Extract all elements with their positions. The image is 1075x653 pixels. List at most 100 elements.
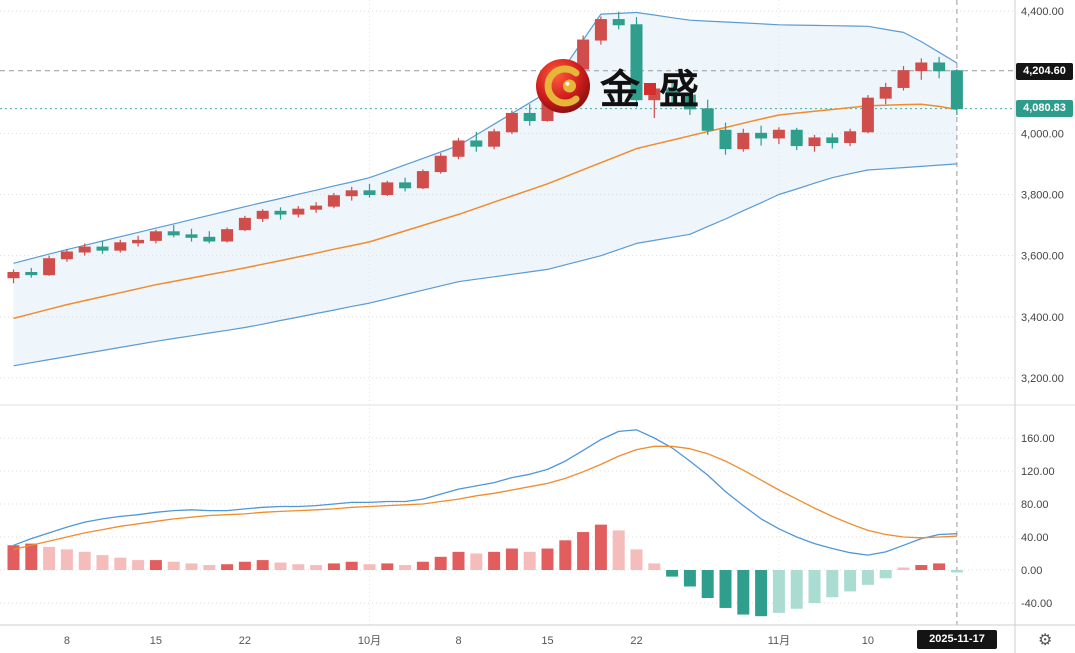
candle-body xyxy=(470,140,483,147)
bollinger-lower-line xyxy=(13,163,957,367)
brand-logo-icon xyxy=(536,59,590,113)
candle-body xyxy=(167,231,180,236)
macd-histogram-bar xyxy=(897,567,910,570)
x-axis-tick-label: 22 xyxy=(239,635,251,647)
candle-body xyxy=(434,155,447,173)
macd-histogram-bar xyxy=(844,570,857,592)
macd-histogram-bar xyxy=(488,551,501,570)
macd-histogram-bar xyxy=(416,561,429,570)
candle-body xyxy=(826,137,839,144)
price-axis-label: 4,400.00 xyxy=(1021,6,1064,18)
macd-histogram-bar xyxy=(683,570,696,587)
candle-body xyxy=(25,271,38,276)
candle-body xyxy=(701,108,714,131)
macd-axis-label: 160.00 xyxy=(1021,433,1055,445)
candle-body xyxy=(915,62,928,72)
candle-body xyxy=(737,132,750,150)
macd-histogram-bar xyxy=(221,564,234,570)
candle-body xyxy=(238,217,251,231)
candle-body xyxy=(256,210,269,219)
candle-body xyxy=(594,19,607,41)
macd-histogram-bar xyxy=(78,551,91,570)
candle-body xyxy=(861,97,874,133)
macd-histogram-bar xyxy=(808,570,821,603)
settings-gear-icon[interactable]: ⚙ xyxy=(1038,632,1053,649)
candle-body xyxy=(719,129,732,150)
macd-histogram-bar xyxy=(505,548,518,570)
candle-body xyxy=(381,182,394,195)
macd-histogram-bar xyxy=(790,570,803,609)
x-axis-tick-label: 15 xyxy=(150,635,162,647)
price-axis-label: 3,600.00 xyxy=(1021,251,1064,263)
macd-histogram-bar xyxy=(132,560,145,570)
macd-histogram-bar xyxy=(933,563,946,570)
candle-body xyxy=(7,271,20,279)
macd-histogram-bar xyxy=(630,549,643,570)
macd-histogram-bar xyxy=(203,565,216,570)
macd-histogram-bar xyxy=(879,570,892,579)
macd-histogram-bar xyxy=(399,565,412,570)
macd-axis-label: 80.00 xyxy=(1021,499,1049,511)
candle-body xyxy=(132,239,145,244)
candle-body xyxy=(60,251,73,260)
candle-body xyxy=(666,88,679,96)
x-axis-tick-label: 15 xyxy=(541,635,553,647)
candle-body xyxy=(808,137,821,147)
macd-histogram-bar xyxy=(666,570,679,577)
macd-histogram-bar xyxy=(701,570,714,599)
macd-histogram-bar xyxy=(292,564,305,570)
candle-body xyxy=(879,86,892,99)
price-badge-last: 4,080.83 xyxy=(1016,100,1073,117)
macd-histogram-bar xyxy=(114,557,127,570)
macd-histogram-bar xyxy=(523,551,536,570)
macd-histogram-bar xyxy=(772,570,785,613)
macd-histogram-bar xyxy=(149,560,162,570)
candle-body xyxy=(43,258,56,276)
current-date-badge: 2025-11-17 xyxy=(917,630,997,649)
candle-body xyxy=(416,171,429,189)
price-axis-label: 4,000.00 xyxy=(1021,128,1064,140)
macd-histogram-bar xyxy=(541,548,554,570)
candle-body xyxy=(523,112,536,121)
brand-watermark: 金盛 xyxy=(534,57,700,115)
macd-histogram-bar xyxy=(755,570,768,617)
macd-histogram-bar xyxy=(861,570,874,585)
macd-histogram-bar xyxy=(648,563,661,570)
macd-signal-line xyxy=(13,445,957,551)
price-axis-label: 3,800.00 xyxy=(1021,190,1064,202)
macd-histogram-bar xyxy=(363,564,376,570)
candle-body xyxy=(96,246,109,251)
macd-axis-label: -40.00 xyxy=(1021,598,1052,610)
macd-axis-label: 40.00 xyxy=(1021,532,1049,544)
macd-histogram-bar xyxy=(60,549,73,570)
macd-histogram-bar xyxy=(238,561,251,570)
macd-histogram-bar xyxy=(25,543,38,570)
candle-body xyxy=(114,242,127,251)
macd-histogram-bar xyxy=(310,565,323,570)
x-axis-tick-label: 8 xyxy=(455,635,461,647)
candle-body xyxy=(310,205,323,210)
macd-histogram-bar xyxy=(594,524,607,570)
macd-histogram-bar xyxy=(719,570,732,608)
candle-body xyxy=(292,208,305,215)
macd-histogram-bar xyxy=(43,546,56,570)
macd-line xyxy=(13,429,957,556)
candle-body xyxy=(221,229,234,242)
candle-body xyxy=(630,24,643,101)
macd-histogram-bar xyxy=(452,551,465,570)
candle-body xyxy=(399,182,412,189)
macd-histogram-bar xyxy=(559,540,572,570)
candle-body xyxy=(790,129,803,147)
candle-body xyxy=(950,70,963,110)
candle-body xyxy=(505,112,518,133)
candle-body xyxy=(488,131,501,147)
candle-body xyxy=(755,132,768,139)
macd-histogram-bar xyxy=(96,555,109,570)
macd-histogram-bar xyxy=(434,556,447,570)
candle-body xyxy=(363,190,376,196)
macd-histogram-bar xyxy=(256,560,269,570)
x-axis-tick-label: 11月 xyxy=(768,635,790,647)
x-axis-tick-label: 10 xyxy=(862,635,874,647)
candle-body xyxy=(327,195,340,207)
